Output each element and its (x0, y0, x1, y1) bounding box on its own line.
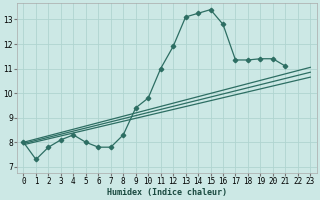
X-axis label: Humidex (Indice chaleur): Humidex (Indice chaleur) (107, 188, 227, 197)
